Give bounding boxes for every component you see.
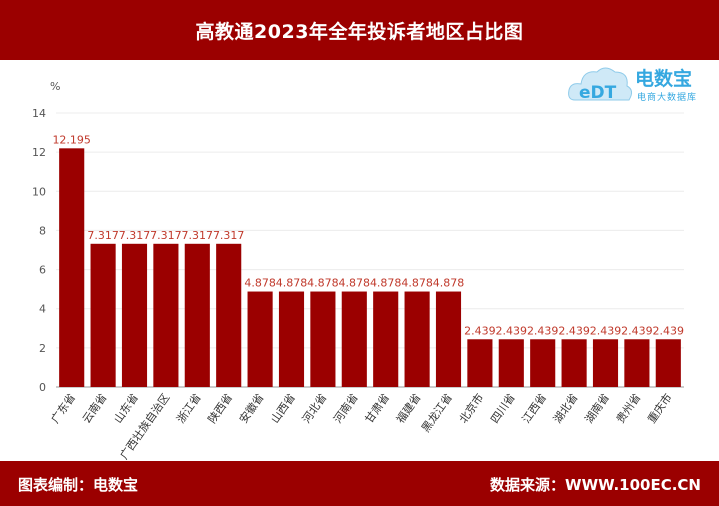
data-label: 7.317 bbox=[182, 229, 214, 242]
x-tick-label: 重庆市 bbox=[644, 391, 674, 426]
logo-sub-text: 电商大数据库 bbox=[637, 93, 698, 103]
x-tick-label: 陕西省 bbox=[205, 391, 235, 426]
x-tick-label: 甘肃省 bbox=[363, 391, 393, 425]
brand-logo: eDT 电数宝 电商大数据库 bbox=[565, 60, 715, 112]
data-label: 4.878 bbox=[433, 277, 465, 290]
bar bbox=[498, 339, 524, 387]
y-tick-label: 12 bbox=[32, 146, 46, 159]
data-label: 2.439 bbox=[496, 324, 528, 337]
x-tick-label: 安徽省 bbox=[236, 391, 266, 426]
x-tick-label: 河北省 bbox=[300, 391, 330, 425]
bar bbox=[341, 291, 367, 387]
bar bbox=[59, 148, 85, 387]
data-label: 4.878 bbox=[276, 277, 308, 290]
x-tick-label: 云南省 bbox=[80, 391, 110, 425]
x-tick-label: 湖南省 bbox=[582, 391, 612, 425]
x-tick-label: 山西省 bbox=[268, 391, 298, 425]
bar bbox=[90, 243, 116, 387]
y-tick-label: 14 bbox=[32, 107, 46, 120]
bar bbox=[310, 291, 336, 387]
x-tick-label: 江西省 bbox=[520, 391, 550, 425]
data-label: 2.439 bbox=[464, 324, 496, 337]
logo-brand-text: 电数宝 bbox=[635, 68, 693, 90]
data-label: 7.317 bbox=[150, 229, 182, 242]
data-label: 4.878 bbox=[401, 277, 433, 290]
cloud-logo-icon: eDT bbox=[568, 67, 633, 103]
bar bbox=[184, 243, 210, 387]
x-tick-label: 福建省 bbox=[393, 391, 423, 426]
footer-author: 图表编制：电数宝 bbox=[18, 476, 139, 494]
data-label: 4.878 bbox=[370, 277, 402, 290]
x-tick-label: 黑龙江省 bbox=[419, 391, 455, 434]
bar bbox=[592, 339, 619, 387]
x-tick-label: 河南省 bbox=[331, 391, 361, 425]
x-tick-label: 广东省 bbox=[49, 391, 79, 425]
bar bbox=[561, 339, 587, 387]
y-tick-label: 8 bbox=[39, 224, 46, 237]
data-label: 2.439 bbox=[527, 324, 559, 337]
data-label: 7.317 bbox=[119, 229, 151, 242]
bar bbox=[216, 243, 242, 387]
bar bbox=[624, 339, 650, 387]
x-tick-label: 湖北省 bbox=[551, 391, 581, 425]
x-tick-label: 浙江省 bbox=[174, 391, 204, 425]
data-label: 2.439 bbox=[621, 324, 653, 337]
data-label: 4.878 bbox=[244, 277, 276, 290]
bar bbox=[530, 339, 556, 387]
data-label: 2.439 bbox=[558, 324, 590, 337]
data-label: 2.439 bbox=[653, 324, 685, 337]
chart-title: 高教通2023年全年投诉者地区占比图 bbox=[0, 0, 719, 60]
bar bbox=[153, 243, 179, 387]
x-tick-label: 北京市 bbox=[456, 391, 486, 426]
x-tick-label: 贵州省 bbox=[614, 391, 644, 425]
x-tick-label: 四川省 bbox=[488, 391, 518, 425]
x-tick-label: 山东省 bbox=[111, 391, 141, 425]
y-tick-label: 2 bbox=[39, 342, 46, 355]
data-label: 12.195 bbox=[52, 133, 91, 146]
footer-source: 数据来源：WWW.100EC.CN bbox=[490, 476, 701, 494]
data-label: 7.317 bbox=[87, 229, 119, 242]
bar bbox=[373, 291, 399, 387]
bar bbox=[435, 291, 462, 387]
bar bbox=[121, 243, 148, 387]
data-label: 4.878 bbox=[307, 277, 339, 290]
bar bbox=[278, 291, 305, 387]
bar bbox=[467, 339, 493, 387]
y-tick-label: 6 bbox=[39, 264, 46, 277]
bar bbox=[247, 291, 273, 387]
bar bbox=[404, 291, 430, 387]
footer-bar: 图表编制：电数宝 数据来源：WWW.100EC.CN bbox=[0, 461, 719, 506]
data-label: 4.878 bbox=[339, 277, 371, 290]
y-axis-unit: % bbox=[50, 80, 60, 93]
y-tick-label: 0 bbox=[39, 381, 46, 394]
bar-chart: % 0 2 4 6 8 10 12 14 12.195 广东省 7.317 云南省 7.317 山东省 7.3… bbox=[32, 80, 685, 461]
logo-mark: eDT bbox=[579, 83, 617, 103]
data-label: 2.439 bbox=[590, 324, 622, 337]
bar bbox=[655, 339, 681, 387]
y-tick-label: 4 bbox=[39, 303, 46, 316]
y-tick-label: 10 bbox=[32, 185, 46, 198]
data-label: 7.317 bbox=[213, 229, 245, 242]
